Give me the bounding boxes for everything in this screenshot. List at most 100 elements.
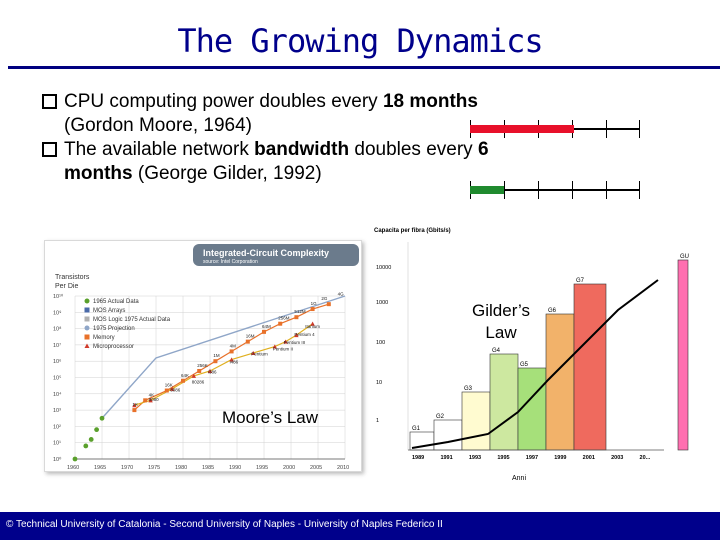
microprocessor-point <box>294 332 299 338</box>
actual-data-point <box>83 443 89 449</box>
legend-label: MOS Logic 1975 Actual Data <box>93 317 171 323</box>
timeline-tick <box>538 181 539 199</box>
memory-point <box>310 307 315 312</box>
gilder-period-bar <box>470 186 504 194</box>
square-bullet-icon <box>42 94 57 109</box>
x-tick-label: 1990 <box>229 465 241 471</box>
chart-annotation: Pentium III <box>284 340 306 345</box>
x-tick-label: 1993 <box>469 455 481 461</box>
gilders-law-label-line2: Law <box>485 323 517 342</box>
chart-annotation: 2G <box>321 296 328 301</box>
chart-annotation: Itanium <box>305 324 320 329</box>
x-tick-label: 1985 <box>202 465 214 471</box>
chart-annotation: 1M <box>213 353 220 358</box>
bullet-moore-text: CPU computing power doubles every <box>64 91 383 112</box>
bar-label: G6 <box>548 308 557 314</box>
timeline-tick <box>606 181 607 199</box>
y-tick-label: 100 <box>376 340 385 346</box>
bandwidth-bar <box>433 419 463 451</box>
microprocessor-point <box>283 339 288 344</box>
footer-copyright: © Technical University of Catalonia - Se… <box>6 519 443 530</box>
y-tick-label: 10² <box>53 424 61 430</box>
bullet-gilder-period-unit: months <box>64 163 133 184</box>
legend-label: 1965 Actual Data <box>93 299 139 305</box>
x-tick-label: 1970 <box>121 465 133 471</box>
figure-x-ticks: 1960 1965 1970 1975 1980 1985 1990 1995 2000 2005… <box>67 465 349 471</box>
chart-annotation: 80286 <box>192 379 205 384</box>
moore-period-timeline <box>470 120 640 138</box>
x-tick-label: 1975 <box>148 465 160 471</box>
bandwidth-bar <box>677 259 689 451</box>
gilders-law-label: Gilder’s Law <box>456 300 546 344</box>
title-divider <box>8 66 720 69</box>
x-tick-label: 1960 <box>67 465 79 471</box>
microprocessor-point <box>191 373 196 378</box>
bullet-gilder-period-number: 6 <box>477 139 489 160</box>
y-tick-label: 1000 <box>376 300 388 306</box>
bullet-moore-period: 18 months <box>382 91 478 112</box>
moore-period-bar <box>470 125 574 133</box>
microprocessor-point <box>132 403 137 408</box>
actual-data-point <box>72 456 78 462</box>
chart-annotation: Pentium <box>251 352 268 357</box>
chart-annotation: i386 <box>208 370 217 375</box>
bar-label: G2 <box>436 414 445 420</box>
timeline-tick <box>606 120 607 138</box>
bar-label: G1 <box>412 426 421 432</box>
x-tick-label: 2000 <box>283 465 295 471</box>
bullet-moore-citation: (Gordon Moore, 1964) <box>64 115 252 136</box>
memory-point <box>229 349 234 354</box>
y-tick-label: 10⁶ <box>53 358 61 365</box>
chart-annotation: Pentium 4 <box>294 332 315 337</box>
chart-annotation: Pentium II <box>273 347 293 352</box>
gilder-axes: 10000 1000 100 10 1 1989 1991 1993 1995 1997 1999 2… <box>376 242 664 461</box>
microprocessor-point <box>272 344 277 349</box>
gilder-law-chart: Capacita per fibra (Gbits/s) G1G2G3G4G5G… <box>374 228 689 482</box>
x-tick-label: 1997 <box>526 455 538 461</box>
legend-marker <box>84 334 90 340</box>
timeline-tick <box>639 120 640 138</box>
slide-title: The Growing Dynamics <box>177 22 543 60</box>
gilder-period-timeline <box>470 181 640 199</box>
bullet-gilder: The available network bandwidth doubles … <box>42 138 662 186</box>
y-tick-label: 10000 <box>376 265 391 271</box>
square-bullet-icon <box>42 142 57 157</box>
timeline-tick <box>639 181 640 199</box>
bullet-gilder-citation: (George Gilder, 1992) <box>132 163 322 184</box>
bar-label: G7 <box>576 278 585 284</box>
moores-law-label: Moore’s Law <box>221 408 319 427</box>
x-tick-label: 1995 <box>497 455 509 461</box>
microprocessor-point <box>251 350 256 356</box>
bandwidth-bar <box>545 313 575 451</box>
timeline-tick <box>504 181 505 199</box>
microprocessor-point <box>207 368 213 373</box>
y-tick-label: 10 <box>376 380 382 386</box>
memory-point <box>294 315 299 320</box>
x-tick-label: 1980 <box>175 465 187 471</box>
chart-annotation: 1G <box>311 301 318 306</box>
bandwidth-bar <box>489 353 519 451</box>
y-tick-label: 10¹⁰ <box>53 293 64 300</box>
gilder-ylabel: Capacita per fibra (Gbits/s) <box>374 228 451 234</box>
legend-marker <box>84 343 90 348</box>
chart-annotation: 64K <box>181 373 189 378</box>
memory-point <box>164 388 169 393</box>
bandwidth-bar <box>517 367 547 451</box>
memory-point <box>326 302 331 307</box>
y-tick-label: 10⁰ <box>53 456 62 463</box>
x-tick-label: 20... <box>640 455 651 461</box>
y-tick-label: 10⁷ <box>53 342 61 349</box>
x-tick-label: 1989 <box>412 455 424 461</box>
legend-label: MOS Arrays <box>93 308 125 314</box>
x-tick-label: 1999 <box>554 455 566 461</box>
y-tick-label: 10⁸ <box>53 326 61 333</box>
timeline-axis <box>470 189 640 191</box>
chart-annotation: 16K <box>165 383 173 388</box>
actual-data-point <box>94 427 99 433</box>
memory-point <box>143 398 148 403</box>
moore-law-figure: Integrated-Circuit Complexity source: In… <box>44 240 362 472</box>
chart-annotation: 8086 <box>170 387 181 392</box>
gilder-bars: G1 G2 G3 G4 G5 G6 G7 GU <box>409 254 689 451</box>
bandwidth-bar <box>573 283 607 451</box>
